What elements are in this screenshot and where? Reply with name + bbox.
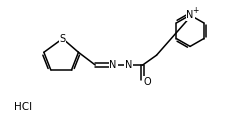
- Text: N: N: [186, 10, 194, 20]
- Text: N: N: [109, 60, 117, 70]
- Text: N: N: [125, 60, 133, 70]
- Text: HCl: HCl: [14, 102, 32, 112]
- Text: S: S: [60, 34, 66, 44]
- Text: O: O: [144, 77, 151, 87]
- Text: +: +: [192, 6, 198, 15]
